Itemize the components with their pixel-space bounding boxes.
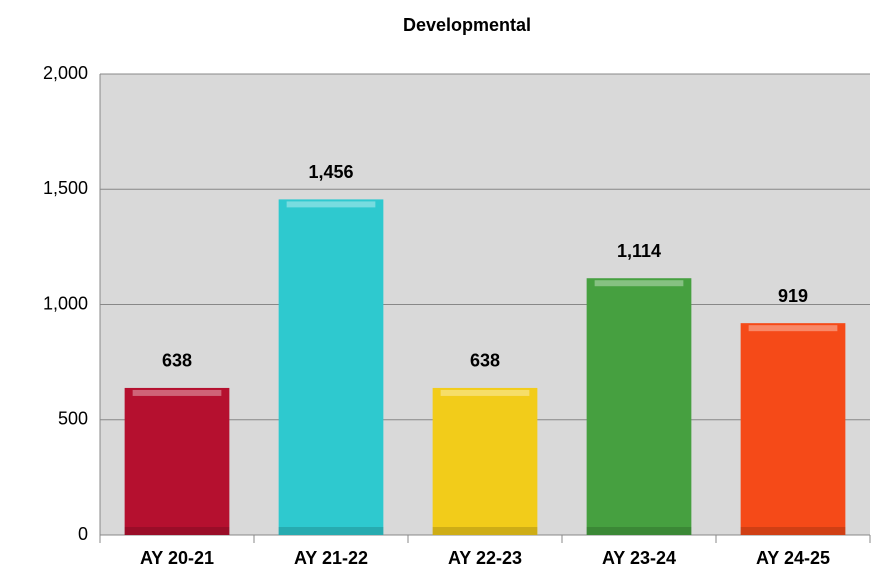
- value-label: 1,456: [308, 162, 353, 182]
- x-tick-label: AY 24-25: [756, 548, 830, 568]
- bar: [740, 323, 846, 535]
- y-tick-label: 500: [58, 409, 88, 429]
- value-label: 638: [470, 351, 500, 371]
- y-tick-label: 1,500: [43, 178, 88, 198]
- x-tick-label: AY 21-22: [294, 548, 368, 568]
- bar: [586, 278, 692, 535]
- bar: [432, 387, 538, 535]
- bar-shade: [740, 527, 846, 535]
- bar-shade: [124, 527, 230, 535]
- y-tick-label: 0: [78, 524, 88, 544]
- bar-highlight: [440, 389, 530, 396]
- bar-highlight: [594, 280, 684, 287]
- bar: [278, 199, 384, 535]
- bar-shade: [432, 527, 538, 535]
- bar-highlight: [132, 389, 222, 396]
- bar-shade: [278, 527, 384, 535]
- bar-highlight: [748, 325, 838, 332]
- x-tick-label: AY 23-24: [602, 548, 676, 568]
- bar-shade: [586, 527, 692, 535]
- bar-highlight: [286, 201, 376, 208]
- value-label: 1,114: [617, 241, 661, 261]
- y-tick-label: 1,000: [43, 293, 88, 313]
- bar: [124, 387, 230, 535]
- value-label: 919: [778, 286, 808, 306]
- x-tick-label: AY 22-23: [448, 548, 522, 568]
- chart-title: Developmental: [403, 15, 531, 35]
- y-tick-label: 2,000: [43, 63, 88, 83]
- value-label: 638: [162, 351, 192, 371]
- x-tick-label: AY 20-21: [140, 548, 214, 568]
